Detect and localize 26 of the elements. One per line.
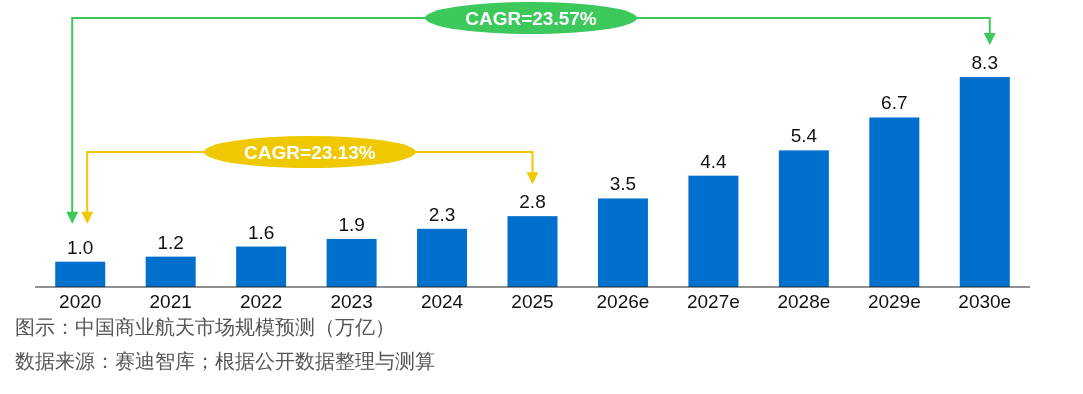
x-tick-label: 2020 [59,291,102,312]
data-label: 1.2 [157,231,184,253]
x-tick-label: 2024 [420,291,464,312]
x-tick-label: 2027e [686,291,740,312]
annotation: CAGR=23.13% [244,142,376,163]
x-tick-label: 2028e [777,291,831,312]
x-tick-label: 2030e [958,291,1012,312]
x-tick-label: 2025 [511,291,554,312]
x-tick-label: 2026e [596,291,650,312]
x-tick-label: 2021 [149,291,192,312]
data-label: 1.6 [247,221,275,243]
data-label: 3.5 [609,173,637,195]
data-label: 1.0 [67,236,94,258]
x-tick-label: 2023 [330,291,373,312]
source-note: 数据来源：赛迪智库；根据公开数据整理与测算 [15,350,435,372]
data-label: 6.7 [881,92,908,114]
data-label: 2.3 [428,203,456,225]
data-label: 8.3 [971,52,998,73]
data-label: 1.9 [338,213,365,235]
data-label: 5.4 [790,125,818,147]
text: CAGR=23.57% [465,8,597,29]
text: 图示：中国商业航天市场规模预测（万亿） [15,316,395,338]
data-label: 4.4 [700,150,728,172]
x-tick-label: 2022 [240,291,283,312]
data-label: 2.8 [519,191,546,213]
x-tick-label: 2029e [867,291,921,312]
